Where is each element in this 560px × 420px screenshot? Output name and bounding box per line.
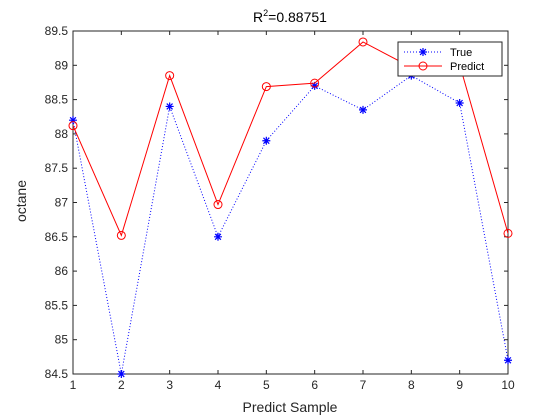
legend-label-predict: Predict — [450, 61, 484, 73]
series-line-true — [72, 74, 509, 375]
data-point-predict — [503, 228, 513, 238]
y-tick-label: 85.5 — [45, 298, 69, 312]
chart-title: R2=0.88751 — [253, 8, 327, 25]
x-tick-label: 4 — [215, 378, 222, 392]
data-point-predict — [310, 78, 320, 88]
x-tick-label: 6 — [311, 378, 318, 392]
title-main: R — [253, 9, 263, 25]
x-axis-label: Predict Sample — [243, 399, 338, 415]
data-point-true — [455, 99, 464, 108]
data-point-true — [69, 116, 77, 125]
y-tick-label: 87 — [55, 196, 69, 210]
data-point-true — [165, 102, 174, 111]
title-rest: =0.88751 — [268, 9, 327, 25]
y-tick-label: 85 — [55, 333, 69, 347]
y-tick-label: 84.5 — [45, 367, 69, 381]
y-tick-label: 88 — [55, 127, 69, 141]
y-tick-label: 89 — [55, 58, 69, 72]
x-tick-label: 2 — [118, 378, 125, 392]
y-tick-label: 88.5 — [45, 93, 69, 107]
data-point-predict — [116, 230, 126, 240]
x-tick-label: 10 — [501, 378, 515, 392]
y-tick-label: 87.5 — [45, 161, 69, 175]
data-point-true — [504, 356, 512, 365]
x-tick-label: 7 — [360, 378, 367, 392]
data-point-true — [310, 81, 319, 90]
x-tick-label: 5 — [263, 378, 270, 392]
legend-marker-true — [419, 48, 427, 56]
legend-box — [397, 41, 503, 77]
data-point-predict — [165, 71, 175, 81]
x-tick-label: 9 — [456, 378, 463, 392]
data-point-true — [214, 232, 222, 241]
data-point-predict — [213, 200, 223, 210]
legend-label-true: True — [450, 47, 472, 59]
data-point-predict — [358, 37, 368, 47]
y-tick-label: 86.5 — [45, 230, 69, 244]
data-point-predict — [68, 121, 78, 131]
title-superscript: 2 — [263, 8, 268, 18]
data-point-true — [359, 105, 367, 114]
y-tick-label: 86 — [55, 264, 69, 278]
data-point-true — [117, 370, 126, 378]
x-tick-label: 1 — [70, 378, 77, 392]
data-point-true — [262, 136, 271, 145]
data-point-predict — [261, 82, 271, 92]
plot-area-frame — [72, 30, 509, 375]
legend-marker-predict — [418, 61, 428, 71]
y-tick-label: 89.5 — [45, 24, 69, 38]
x-tick-label: 8 — [408, 378, 415, 392]
y-axis-label: octane — [13, 180, 29, 222]
x-tick-label: 3 — [166, 378, 173, 392]
